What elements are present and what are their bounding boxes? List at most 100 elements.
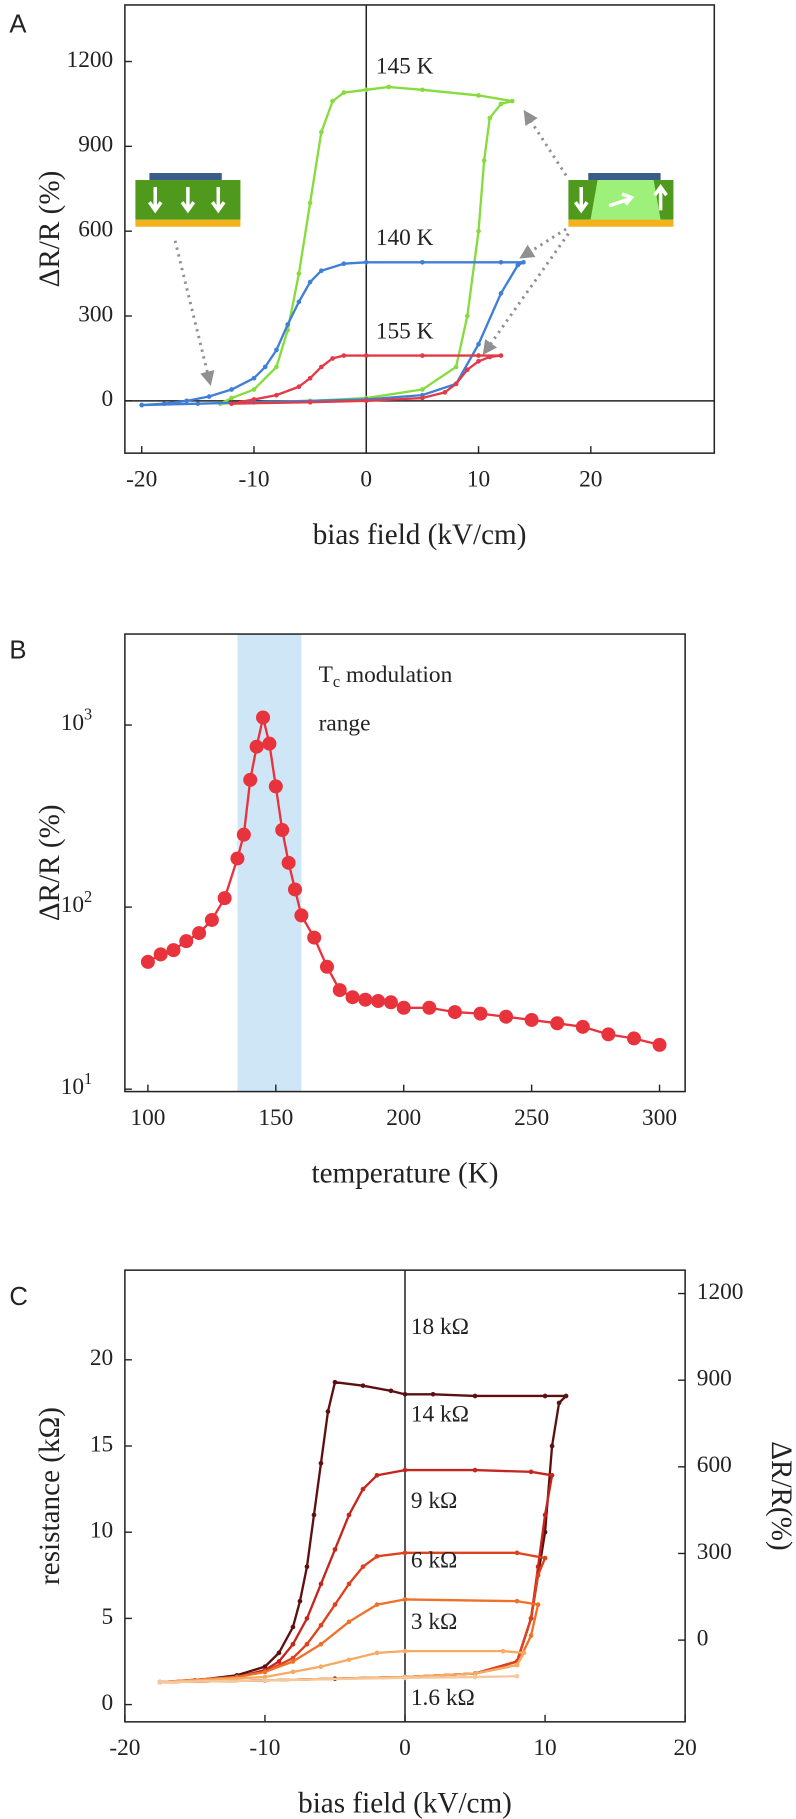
- data-point: [514, 1673, 520, 1679]
- data-point: [472, 1467, 478, 1473]
- data-point: [319, 129, 324, 135]
- data-point: [139, 402, 145, 408]
- data-point: [472, 1671, 478, 1676]
- y-tick-label: 900: [78, 132, 113, 158]
- data-point: [472, 1393, 478, 1399]
- data-point: [318, 1622, 324, 1628]
- data-point: [535, 1564, 541, 1570]
- data-point: [153, 947, 168, 962]
- data-point: [487, 354, 493, 360]
- data-point: [430, 1391, 436, 1397]
- data-point: [358, 992, 373, 1007]
- series-label: 6 kΩ: [411, 1547, 458, 1573]
- data-point: [549, 1472, 555, 1478]
- data-point: [318, 1581, 324, 1587]
- data-point: [274, 347, 279, 353]
- x-axis-label: bias field (kV/cm): [298, 1788, 512, 1819]
- data-point: [498, 259, 504, 265]
- data-point: [360, 1564, 366, 1570]
- x-tick-label: 20: [673, 1735, 696, 1761]
- data-point: [464, 313, 470, 319]
- data-point: [535, 1602, 541, 1607]
- tick-exponent: 2: [84, 887, 92, 906]
- x-tick-label: 100: [130, 1105, 165, 1131]
- data-line: [159, 1551, 547, 1684]
- data-point: [318, 1664, 324, 1670]
- tick-exponent: 1: [84, 1069, 92, 1088]
- annotation-sub: c: [333, 672, 340, 691]
- data-point: [249, 739, 264, 754]
- panel-label: A: [9, 11, 27, 39]
- x-axis-label: bias field (kV/cm): [313, 519, 527, 551]
- data-point: [230, 851, 245, 866]
- data-point: [304, 1616, 310, 1621]
- data-point: [383, 995, 398, 1010]
- data-point: [251, 375, 257, 381]
- y2-axis-label: ΔR/R(%): [765, 1441, 796, 1550]
- data-point: [476, 341, 481, 347]
- x-tick-label: 0: [399, 1735, 411, 1761]
- inset-diagrams: [135, 109, 674, 386]
- x-tick-label: 150: [258, 1105, 293, 1131]
- data-point: [521, 259, 526, 265]
- data-point: [204, 912, 219, 927]
- data-point: [515, 262, 521, 268]
- data-point: [192, 926, 207, 941]
- data-point: [464, 367, 470, 373]
- data-point: [542, 1512, 548, 1518]
- y-tick-label: 15: [90, 1431, 113, 1457]
- data-point: [374, 1472, 380, 1478]
- y-tick-label: 0: [102, 1690, 114, 1716]
- data-point: [217, 891, 232, 906]
- data-point: [626, 1031, 641, 1046]
- data-point: [296, 384, 302, 390]
- data-point: [262, 1664, 268, 1670]
- data-point: [346, 1512, 352, 1518]
- inset-left: [135, 173, 241, 227]
- data-point: [304, 1564, 310, 1570]
- data-point: [319, 959, 334, 974]
- data-point: [524, 1012, 539, 1027]
- data-point: [601, 1027, 616, 1042]
- data-point: [386, 84, 392, 90]
- data-point: [330, 98, 335, 104]
- data-point: [550, 1016, 565, 1031]
- data-point: [420, 259, 425, 265]
- y-tick-label: 102: [61, 887, 92, 919]
- data-point: [290, 1659, 296, 1664]
- data-point: [476, 353, 481, 358]
- data-point: [346, 1657, 352, 1663]
- data-point: [420, 395, 425, 401]
- data-point: [332, 1379, 338, 1385]
- data-point: [236, 827, 251, 842]
- x-tick-label: 10: [533, 1735, 556, 1761]
- data-point: [473, 1006, 488, 1021]
- data-line: [159, 1649, 526, 1684]
- y-axis-label: resistance (kΩ): [34, 1407, 66, 1585]
- y-tick-label: 103: [61, 704, 92, 736]
- data-point: [346, 1619, 352, 1625]
- x-tick-label: -20: [126, 467, 157, 493]
- data-point: [274, 364, 279, 370]
- data-point: [514, 1550, 520, 1556]
- data-point: [287, 882, 303, 897]
- data-point: [542, 1555, 548, 1561]
- panel-label: B: [9, 636, 26, 664]
- data-point: [161, 401, 167, 406]
- data-point: [276, 1659, 282, 1664]
- data-point: [535, 1572, 541, 1578]
- data-point: [442, 390, 448, 395]
- series-label: 140 K: [376, 225, 434, 251]
- plot-frame: [124, 633, 686, 1093]
- x-tick-label: 250: [514, 1105, 549, 1131]
- inset-right: [568, 173, 674, 227]
- x-tick-label: 20: [579, 467, 602, 493]
- data-point: [311, 1512, 317, 1518]
- data-point: [290, 1641, 296, 1647]
- data-point: [296, 299, 302, 305]
- data-point: [528, 1616, 534, 1621]
- data-point: [276, 1650, 282, 1656]
- data-line: [159, 1381, 568, 1684]
- data-point: [420, 387, 425, 392]
- data-point: [360, 1486, 366, 1492]
